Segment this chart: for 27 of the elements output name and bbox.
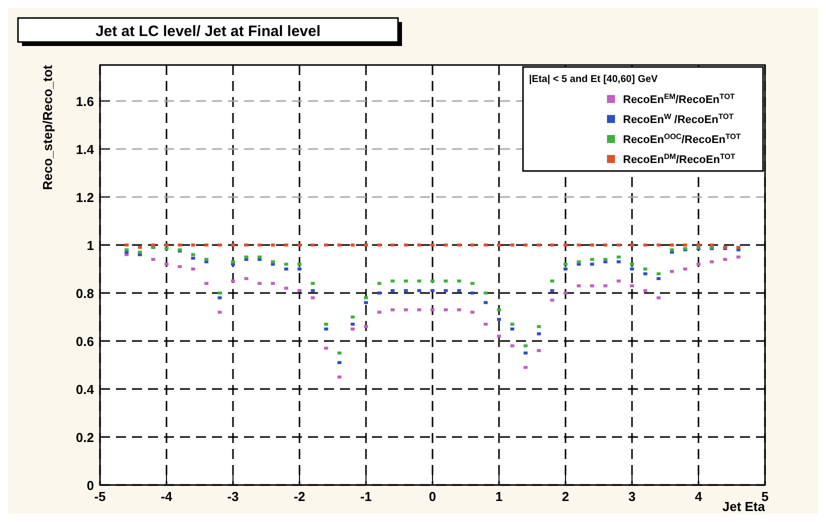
y-tick-label: 0.4 <box>76 382 95 397</box>
y-tick-label: 0 <box>86 478 94 493</box>
y-tick-label: 1.4 <box>76 142 95 157</box>
y-tick-label: 1 <box>86 238 94 253</box>
legend-title: |Eta| < 5 and Et [40,60] GeV <box>529 74 658 85</box>
y-tick-label: 0.6 <box>76 334 94 349</box>
y-tick-label: 1.6 <box>76 94 94 109</box>
x-tick-label: 5 <box>761 489 769 504</box>
x-tick-label: -2 <box>294 489 306 504</box>
x-tick-label: 4 <box>694 489 703 504</box>
legend-label: RecoEn$^{EM}$/RecoEn$^{TOT}$ <box>623 92 736 106</box>
x-tick-label: -1 <box>360 489 372 504</box>
x-tick-label: 1 <box>495 489 503 504</box>
legend-label: RecoEn$^{W}$ /RecoEn$^{TOT}$ <box>623 112 734 126</box>
y-tick-label: 0.2 <box>76 430 94 445</box>
legend-label: RecoEn$^{OOC}$/RecoEn$^{TOT}$ <box>623 132 742 146</box>
y-axis-title: Reco_step/Reco_tot <box>40 64 55 190</box>
legend-label: RecoEn$^{DM}$/RecoEn$^{TOT}$ <box>623 152 736 166</box>
x-tick-label: -3 <box>227 489 239 504</box>
x-tick-label: 0 <box>428 489 436 504</box>
y-tick-label: 1.2 <box>76 190 94 205</box>
chart-title: Jet at LC level/ Jet at Final level <box>95 23 321 40</box>
x-tick-label: -5 <box>94 489 106 504</box>
x-tick-label: -4 <box>160 489 174 504</box>
y-tick-label: 0.8 <box>76 286 94 301</box>
x-tick-label: 2 <box>562 489 570 504</box>
x-tick-label: 3 <box>628 489 636 504</box>
